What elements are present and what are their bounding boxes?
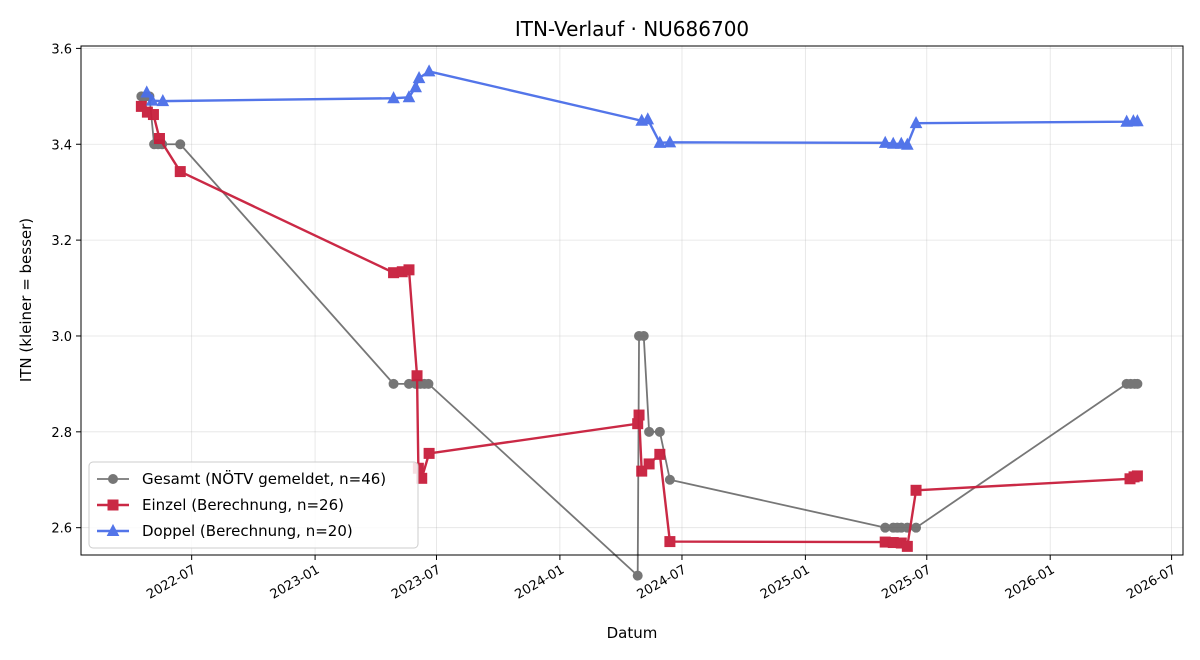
data-point — [644, 426, 655, 437]
legend-entry — [97, 523, 129, 536]
data-point — [653, 135, 667, 148]
chart-title: ITN-Verlauf · NU686700 — [515, 17, 749, 41]
data-point — [402, 90, 416, 103]
data-point — [423, 447, 435, 459]
legend-label: Einzel (Berechnung, n=26) — [142, 496, 344, 514]
legend: Gesamt (NÖTV gemeldet, n=46) Einzel (Bere… — [88, 461, 419, 549]
series-0 — [136, 91, 1143, 581]
data-point — [423, 378, 434, 389]
data-point — [153, 133, 165, 145]
data-point — [664, 474, 675, 485]
data-point — [412, 71, 426, 84]
x-axis-label: Datum — [607, 624, 658, 642]
legend-label: Doppel (Berechnung, n=20) — [142, 522, 353, 540]
data-point — [664, 536, 676, 548]
data-point — [878, 135, 892, 148]
data-point — [135, 100, 147, 112]
y-axis-label: ITN (kleiner = besser) — [17, 218, 35, 382]
data-point — [387, 91, 400, 104]
legend-entry — [97, 474, 129, 484]
data-point — [108, 474, 118, 484]
data-point — [632, 570, 643, 581]
data-point — [1132, 378, 1143, 389]
plot-frame — [80, 45, 1184, 556]
data-point — [422, 64, 436, 77]
legend-box — [88, 461, 419, 549]
data-point — [175, 139, 186, 150]
y-axis: 2.6 2.8 3.0 3.2 3.4 3.6 — [51, 42, 81, 537]
data-point — [654, 448, 666, 460]
data-point — [910, 484, 922, 496]
legend-label: Gesamt (NÖTV gemeldet, n=46) — [142, 469, 386, 488]
data-point — [1131, 114, 1144, 127]
series-layer — [135, 64, 1144, 581]
data-point — [901, 540, 913, 552]
y-tick-label: 3.0 — [51, 330, 72, 345]
data-point — [106, 523, 120, 536]
data-point — [901, 137, 914, 150]
data-point — [638, 330, 649, 341]
data-point — [911, 522, 922, 533]
y-tick-label: 3.6 — [51, 42, 72, 57]
series-2 — [140, 64, 1144, 150]
data-point — [663, 135, 677, 148]
y-tick-label: 3.2 — [51, 234, 72, 249]
y-tick-label: 3.4 — [51, 138, 72, 153]
y-tick-label: 2.6 — [51, 522, 72, 537]
data-point — [909, 116, 923, 129]
grid — [81, 46, 1183, 555]
y-tick-label: 2.8 — [51, 426, 72, 441]
data-point — [409, 80, 423, 93]
data-point — [174, 166, 186, 178]
data-point — [140, 85, 154, 98]
data-point — [654, 426, 665, 437]
data-point — [107, 499, 119, 511]
data-point — [636, 465, 648, 477]
data-point — [643, 458, 655, 470]
data-point — [633, 409, 645, 421]
legend-entry — [97, 499, 129, 511]
data-point — [145, 93, 159, 106]
data-point — [147, 109, 159, 121]
data-point — [641, 112, 655, 125]
series-1 — [135, 100, 1143, 552]
data-point — [403, 264, 415, 276]
data-point — [411, 370, 423, 382]
data-point — [886, 136, 900, 149]
data-point — [388, 378, 399, 389]
data-point — [1131, 470, 1143, 482]
data-point — [156, 94, 170, 107]
